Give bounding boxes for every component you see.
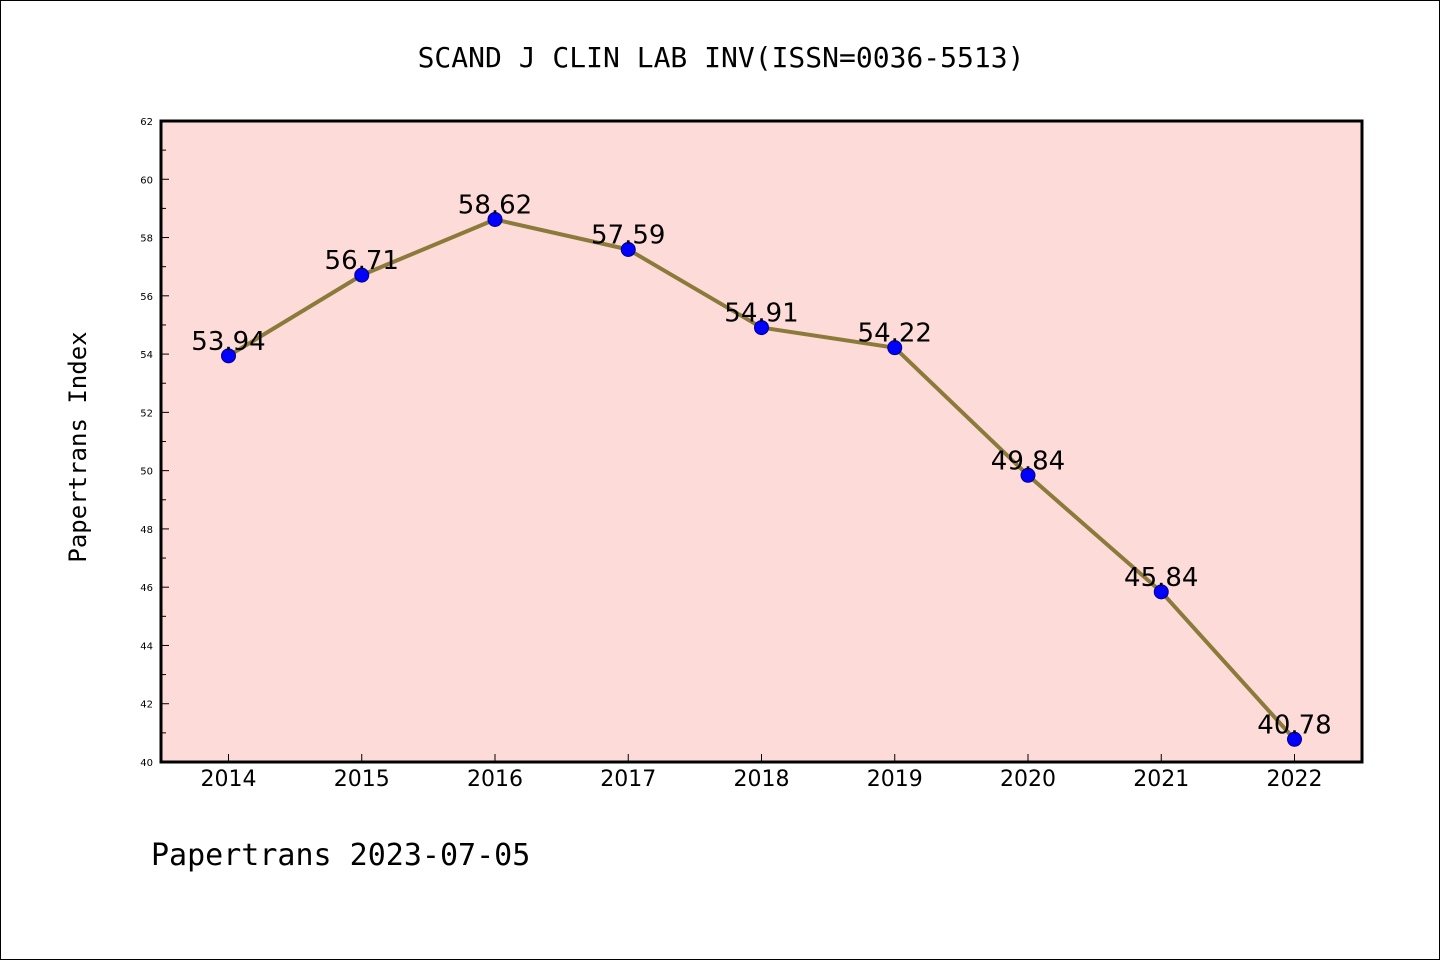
data-label: 45.84 — [1124, 563, 1198, 593]
footer-text: Papertrans 2023-07-05 — [151, 838, 530, 873]
y-tick-label: 42 — [140, 700, 153, 711]
data-point — [1020, 467, 1036, 483]
data-point — [221, 348, 236, 364]
y-tick-label: 52 — [140, 408, 153, 419]
y-tick-label: 46 — [140, 583, 153, 594]
y-axis-label: Papertrans Index — [64, 331, 92, 562]
x-axis: 2014 2015 2016 2017 2018 2019 2020 2021 2022 — [201, 754, 1323, 792]
data-label: 49.84 — [991, 446, 1065, 476]
data-point — [887, 340, 903, 356]
x-tick-label: 2021 — [1133, 767, 1189, 792]
y-tick-label: 58 — [140, 234, 153, 245]
data-point — [754, 320, 769, 336]
data-label: 57.59 — [591, 220, 665, 250]
y-tick-label: 54 — [140, 350, 153, 361]
data-label: 54.22 — [858, 319, 932, 349]
y-axis: 40 42 44 46 48 50 52 54 56 58 60 62 — [140, 117, 169, 769]
y-tick-label: 60 — [140, 175, 153, 186]
data-point — [1153, 584, 1169, 600]
data-point — [354, 267, 370, 283]
y-tick-label: 44 — [140, 641, 153, 652]
y-tick-label: 56 — [140, 292, 153, 303]
data-label: 54.91 — [724, 299, 798, 329]
data-label: 53.94 — [191, 327, 265, 357]
x-tick-label: 2017 — [600, 767, 656, 792]
plot-area — [159, 119, 1364, 764]
data-label: 56.71 — [325, 246, 399, 276]
y-tick-label: 50 — [140, 467, 153, 478]
x-tick-label: 2019 — [867, 767, 923, 792]
series-group: 53.94 56.71 58.62 57.59 54.91 54.22 49.84 45.84… — [191, 190, 1332, 747]
x-tick-label: 2020 — [1000, 767, 1056, 792]
y-tick-label: 62 — [140, 117, 153, 128]
x-tick-label: 2022 — [1267, 767, 1323, 792]
data-point — [487, 211, 503, 227]
data-label: 40.78 — [1257, 710, 1331, 740]
y-tick-label: 40 — [140, 758, 153, 769]
data-point — [1287, 731, 1302, 747]
chart-title: SCAND J CLIN LAB INV(ISSN=0036-5513) — [418, 41, 1025, 74]
y-tick-label: 48 — [140, 525, 153, 536]
data-point — [620, 241, 636, 257]
x-tick-label: 2015 — [334, 767, 390, 792]
x-tick-label: 2018 — [734, 767, 790, 792]
data-label: 58.62 — [458, 190, 532, 220]
x-tick-label: 2014 — [201, 767, 257, 792]
x-tick-label: 2016 — [467, 767, 523, 792]
